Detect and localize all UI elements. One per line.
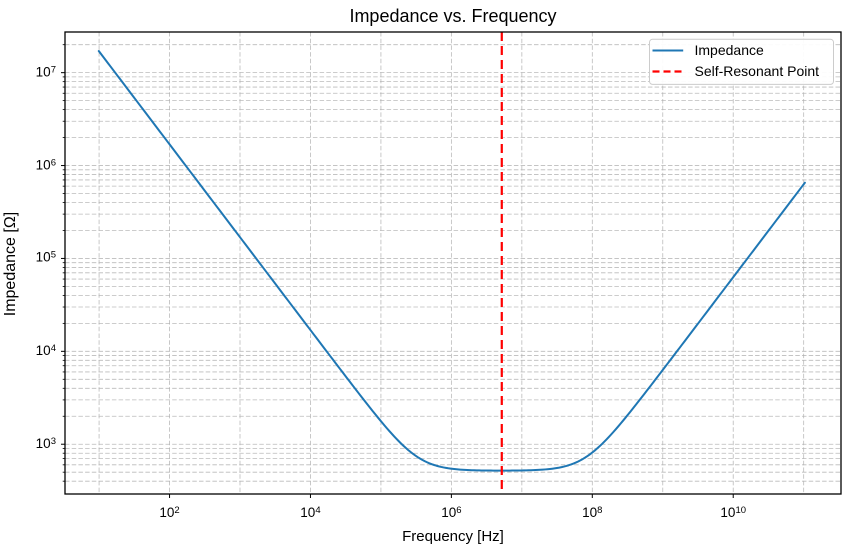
svg-text:108: 108 — [582, 505, 602, 520]
svg-text:104: 104 — [36, 343, 56, 358]
svg-text:1010: 1010 — [720, 505, 746, 520]
svg-text:Self-Resonant Point: Self-Resonant Point — [695, 63, 820, 79]
svg-text:Impedance vs. Frequency: Impedance vs. Frequency — [349, 6, 556, 26]
svg-text:107: 107 — [36, 65, 56, 80]
svg-text:Impedance [Ω]: Impedance [Ω] — [2, 212, 19, 316]
svg-text:Impedance: Impedance — [695, 42, 764, 58]
svg-text:104: 104 — [300, 505, 320, 520]
svg-text:102: 102 — [159, 505, 179, 520]
svg-text:106: 106 — [36, 157, 56, 172]
svg-text:106: 106 — [441, 505, 461, 520]
svg-text:105: 105 — [36, 249, 56, 264]
svg-text:Frequency [Hz]: Frequency [Hz] — [402, 528, 504, 545]
svg-text:103: 103 — [36, 436, 56, 451]
